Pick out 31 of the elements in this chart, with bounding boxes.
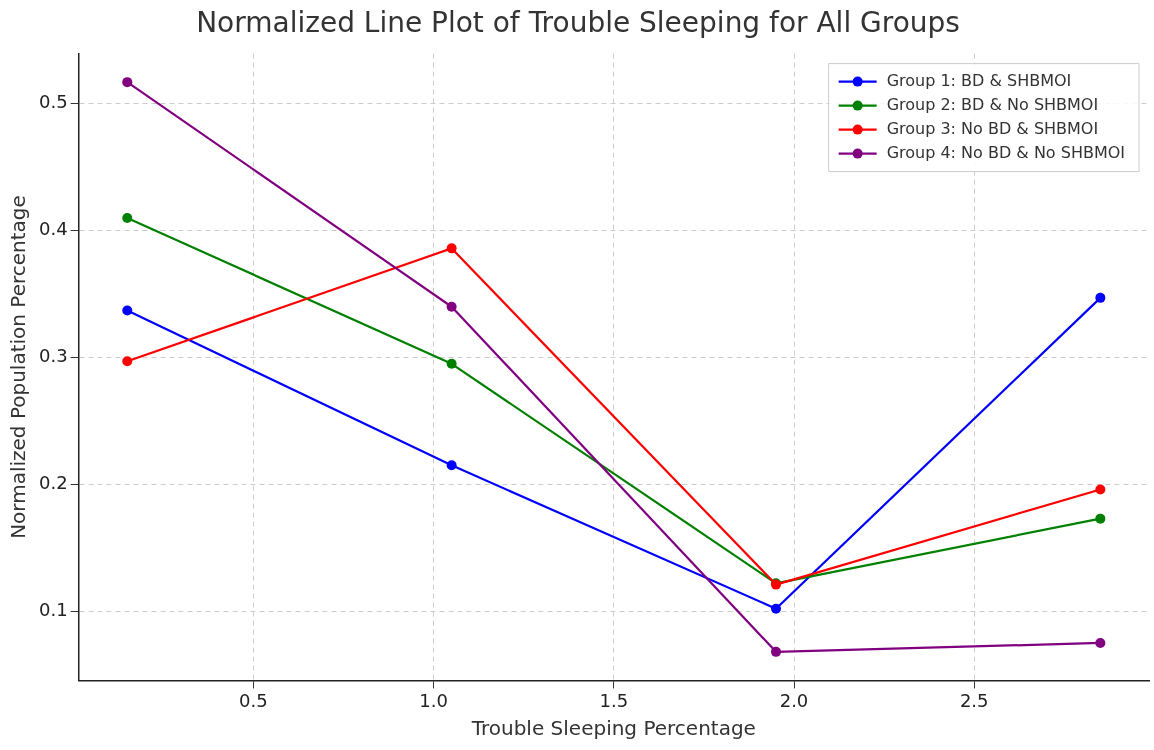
y-tick-label: 0.1 [38,598,68,620]
point [446,243,457,254]
chart-title: Normalized Line Plot of Trouble Sleeping for All Groups [196,6,960,40]
legend-label: Group 1: BD & SHBMOI [886,70,1072,90]
point [122,305,133,316]
point [770,603,781,614]
x-tick-label: 1.0 [419,689,448,711]
x-tick-label: 1.5 [599,689,629,711]
point [122,77,133,88]
x-tick-label: 0.5 [239,689,268,711]
point [122,356,133,367]
y-tick-label: 0.5 [38,91,68,113]
x-tick-label: 2.5 [959,689,989,711]
y-tick-label: 0.2 [38,472,68,494]
point [1095,484,1106,495]
point [446,460,457,471]
y-tick-label: 0.4 [38,218,68,240]
x-axis-title: Trouble Sleeping Percentage [470,716,756,741]
y-tick-label: 0.3 [38,345,68,367]
point [1095,292,1106,303]
point [446,358,457,369]
x-tick-label: 2.0 [779,689,809,711]
legend-label: Group 3: No BD & SHBMOI [886,118,1099,138]
legend-label: Group 2: BD & No SHBMOI [886,94,1099,114]
point [446,301,457,312]
legend-label: Group 4: No BD & No SHBMOI [886,142,1126,162]
point [1095,513,1106,524]
y-axis-title: Normalized Population Percentage [6,195,31,539]
point [122,212,133,223]
point [770,646,781,657]
point [1095,637,1106,648]
